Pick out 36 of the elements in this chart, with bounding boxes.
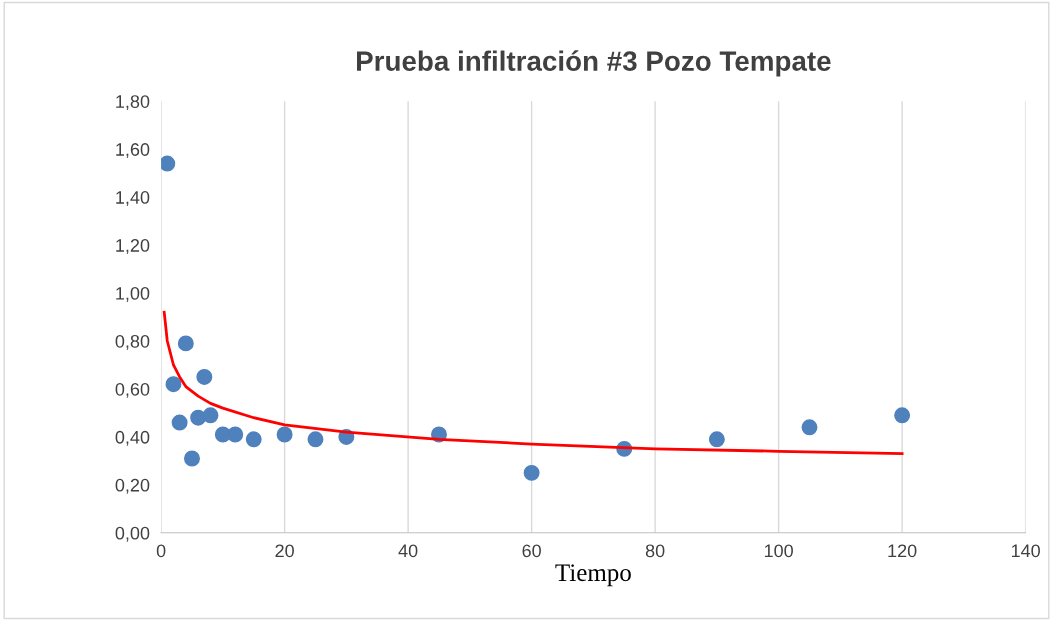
point (171, 414, 188, 431)
y-tick-label: 1,00 (116, 286, 150, 302)
point (227, 426, 244, 443)
y-tick-label: 0,40 (115, 430, 150, 446)
x-axis-title: Tiempo (555, 564, 631, 587)
point (708, 431, 725, 448)
y-tick-label: 0,60 (115, 382, 150, 398)
y-tick-label: 0,00 (115, 526, 150, 542)
point (801, 419, 818, 436)
chart-title: Prueba infiltración #3 Pozo Tempate (357, 50, 831, 77)
y-tick-label: 1,60 (116, 143, 150, 159)
y-tick-label: 1,20 (116, 239, 150, 254)
point (894, 407, 911, 424)
point (165, 376, 182, 393)
point (276, 426, 293, 443)
y-tick-label: 1,40 (116, 191, 150, 206)
x-tick-label: 0 (156, 544, 166, 558)
x-tick-label: 80 (645, 544, 665, 558)
point (196, 368, 213, 385)
x-tick-label: 40 (398, 544, 418, 558)
point (523, 464, 540, 481)
x-tick-label: 100 (764, 544, 793, 558)
point (177, 335, 194, 352)
point (184, 450, 200, 467)
point (245, 431, 262, 448)
point (307, 431, 324, 448)
x-tick-label: 20 (275, 544, 294, 558)
y-tick-label: 0,20 (115, 478, 150, 494)
point (202, 407, 219, 424)
y-tick-label: 1,80 (116, 95, 150, 111)
point (161, 155, 176, 172)
x-tick-label: 140 (1011, 544, 1040, 558)
line-series (162, 310, 904, 456)
y-tick-label: 0,80 (115, 334, 150, 350)
x-tick-label: 60 (522, 544, 541, 558)
x-tick-label: 120 (888, 544, 917, 558)
